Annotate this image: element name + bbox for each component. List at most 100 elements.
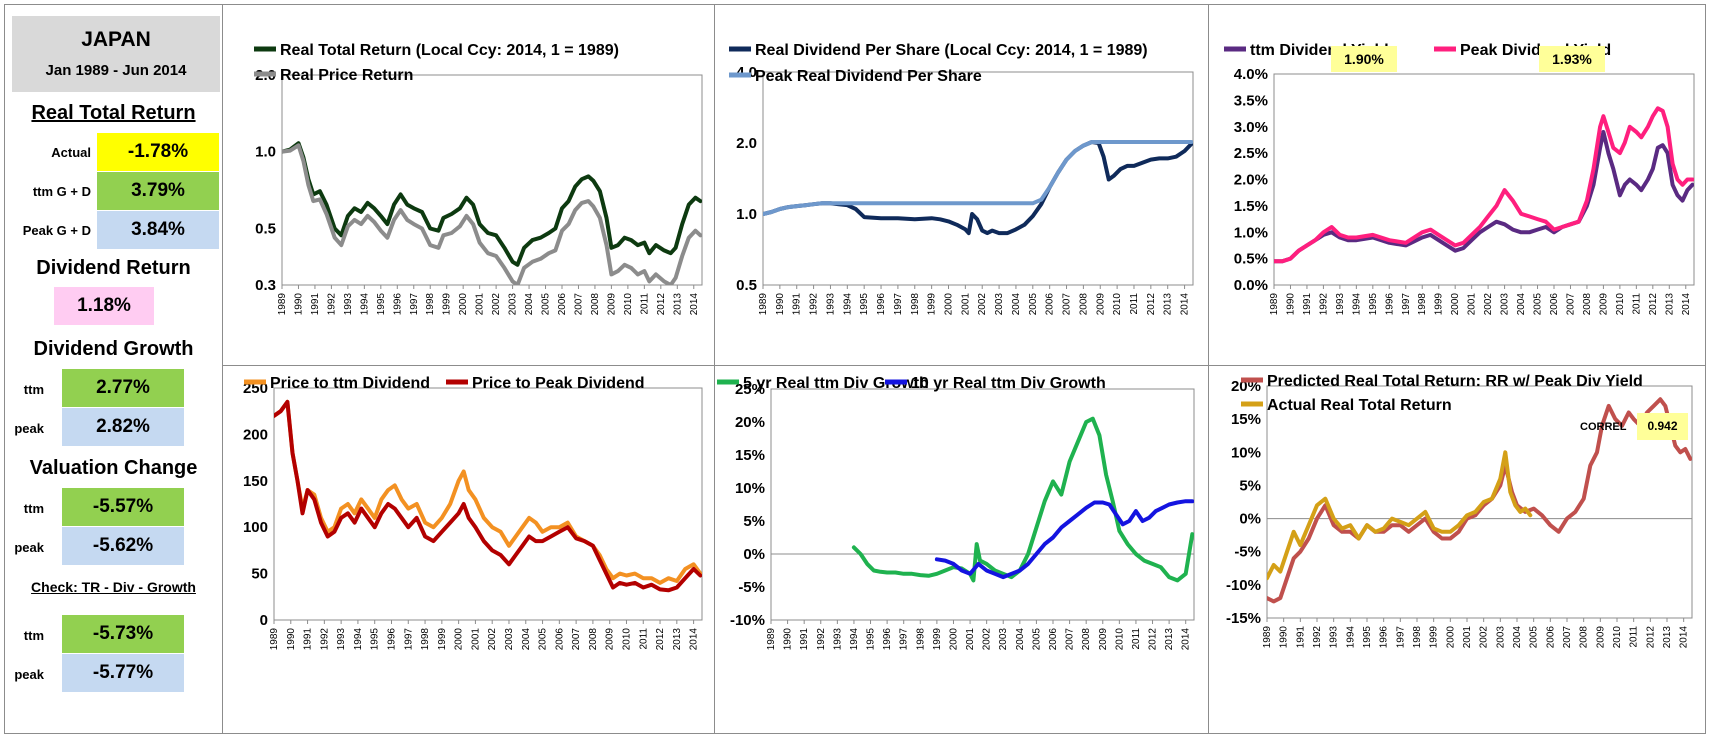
chart-svg: 25% 20% 15% 10% 5% 0% -5% -10%1989 1990 1991 1992 1… (717, 375, 1195, 651)
x-tick-label: 2002 (982, 628, 993, 651)
x-tick-label: 2009 (1595, 626, 1606, 649)
x-tick-label: 1989 (758, 293, 769, 316)
series-line (282, 141, 702, 267)
y-tick-label: 200 (243, 426, 268, 443)
x-tick-label: 1998 (1417, 293, 1428, 316)
real-dividend-per-share-chart: 4.02.01.00.51989199019911992199319941995… (715, 5, 1207, 364)
x-tick-label: 1997 (1401, 293, 1412, 316)
x-tick-label: 2011 (1631, 293, 1642, 315)
x-tick-label: 1989 (1262, 626, 1273, 649)
y-tick-label: 3.0% (1234, 119, 1268, 136)
x-tick-label: 2004 (524, 293, 535, 316)
x-tick-label: 1991 (799, 628, 810, 651)
x-tick-label: 2005 (1529, 626, 1540, 649)
legend-label: Price to Peak Dividend (472, 375, 645, 392)
x-tick-label: 1998 (425, 293, 436, 316)
x-tick-label: 1993 (1335, 293, 1346, 316)
x-tick-label: 1990 (293, 293, 304, 316)
x-tick-label: 2003 (504, 628, 515, 651)
x-tick-label: 2013 (1164, 628, 1175, 651)
x-tick-label: 1994 (849, 628, 860, 651)
series-line (282, 143, 702, 285)
dividend-return-value: 1.18% (54, 287, 154, 325)
x-tick-label: 2005 (541, 293, 552, 316)
x-tick-label: 1993 (336, 628, 347, 651)
x-tick-label: 2012 (1148, 628, 1159, 651)
plot-area (273, 387, 703, 621)
x-tick-label: 2007 (1065, 628, 1076, 651)
x-tick-label: 2012 (1648, 293, 1659, 316)
x-tick-label: 1996 (386, 628, 397, 651)
x-tick-label: 2014 (1681, 293, 1692, 316)
x-tick-label: 1999 (927, 293, 938, 316)
x-tick-label: 2007 (1062, 293, 1073, 316)
x-tick-label: 1993 (832, 628, 843, 651)
chart-svg: 2.01.00.50.31989199019911992199319941995… (254, 42, 703, 316)
check-ttm-value: -5.73% (62, 615, 184, 653)
x-tick-label: 1999 (1429, 626, 1440, 649)
x-tick-label: 1992 (1312, 626, 1323, 649)
y-tick-label: 5% (1239, 477, 1261, 494)
x-tick-label: 2002 (977, 293, 988, 316)
x-tick-label: 1995 (859, 293, 870, 316)
x-tick-label: 2002 (491, 293, 502, 316)
y-tick-label: -15% (1226, 610, 1261, 627)
x-tick-label: 2007 (571, 628, 582, 651)
y-tick-label: -5% (1234, 544, 1261, 561)
x-tick-label: 2006 (554, 628, 565, 651)
x-tick-label: 1999 (1434, 293, 1445, 316)
x-tick-label: 1994 (359, 293, 370, 316)
y-tick-label: 1.5% (1234, 198, 1268, 215)
col-divider-2 (1208, 4, 1209, 734)
dividend-growth-heading: Dividend Growth (33, 338, 194, 360)
x-tick-label: 2003 (994, 293, 1005, 316)
x-tick-label: 1989 (1269, 293, 1280, 316)
x-tick-label: 2002 (487, 628, 498, 651)
series-line (851, 416, 1194, 583)
x-tick-label: 2013 (672, 628, 683, 651)
x-tick-label: 1992 (326, 293, 337, 316)
x-tick-label: 2003 (998, 628, 1009, 651)
x-tick-label: 2006 (1549, 293, 1560, 316)
real-total-return-chart: 2.01.00.50.31989199019911992199319941995… (224, 5, 713, 364)
x-tick-label: 2010 (1112, 293, 1123, 316)
x-tick-label: 2009 (1095, 293, 1106, 316)
x-tick-label: 1995 (1368, 293, 1379, 316)
x-tick-label: 2009 (1598, 293, 1609, 316)
x-tick-label: 2014 (689, 293, 700, 316)
x-tick-label: 1992 (816, 628, 827, 651)
x-tick-label: 2008 (590, 293, 601, 316)
x-tick-label: 1990 (783, 628, 794, 651)
x-tick-label: 2002 (1479, 626, 1490, 649)
dashboard-frame (4, 4, 1706, 734)
x-tick-label: 2001 (475, 293, 486, 316)
x-tick-label: 2012 (1645, 626, 1656, 649)
x-tick-label: 2000 (948, 628, 959, 651)
growth-peak-value: 2.82% (62, 408, 184, 446)
x-tick-label: 2009 (605, 628, 616, 651)
y-tick-label: 0.5% (1234, 251, 1268, 268)
correl-badge: 0.942 (1637, 413, 1688, 440)
price-to-dividend-chart: 250 200 150 100 50 0 1989 1990 1991 1992 1993 1994 1… (224, 366, 713, 733)
x-tick-label: 1994 (1351, 293, 1362, 316)
peak-gd-value: 3.84% (97, 211, 219, 249)
valuation-change-heading: Valuation Change (29, 457, 198, 479)
y-tick-label: 0% (1239, 511, 1261, 528)
x-tick-label: 2000 (458, 293, 469, 316)
growth-ttm-value: 2.77% (62, 369, 184, 407)
actual-label: Actual (51, 145, 91, 160)
chart-svg: 20%15%10%5%0%-5%-10%-15%1989 1990 1991 1992… (1226, 373, 1693, 649)
x-tick-label: 1991 (792, 293, 803, 316)
plot-area (281, 74, 703, 286)
x-tick-label: 2003 (1500, 293, 1511, 316)
y-tick-label: 10% (735, 480, 765, 497)
x-tick-label: 1991 (310, 293, 321, 316)
y-tick-label: 150 (243, 473, 268, 490)
period-subtitle: Jan 1989 - Jun 2014 (45, 62, 187, 79)
y-tick-label: 25% (735, 381, 765, 398)
x-tick-label: 2013 (1662, 626, 1673, 649)
x-tick-label: 1991 (1302, 293, 1313, 316)
check-peak-label: peak (14, 667, 44, 682)
x-tick-label: 2006 (557, 293, 568, 316)
legend-label: Real Dividend Per Share (Local Ccy: 2014… (755, 42, 1148, 59)
